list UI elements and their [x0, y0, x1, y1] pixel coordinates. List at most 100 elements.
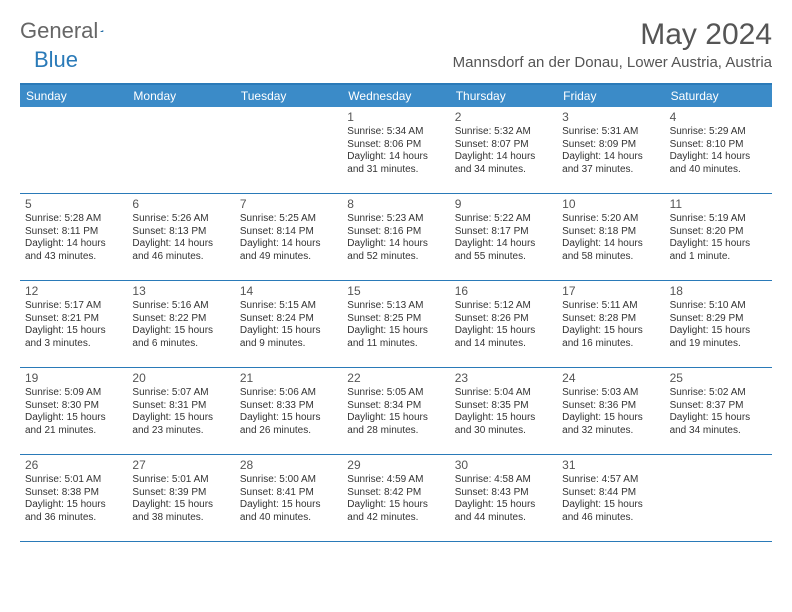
cell-daylight2: and 31 minutes.: [347, 164, 444, 177]
cell-daylight1: Daylight: 14 hours: [562, 238, 659, 251]
cell-sunrise: Sunrise: 5:29 AM: [670, 126, 767, 139]
cell-sunset: Sunset: 8:31 PM: [132, 400, 229, 413]
cell-daylight2: and 38 minutes.: [132, 512, 229, 525]
cell-sunrise: Sunrise: 5:23 AM: [347, 213, 444, 226]
cell-daylight1: Daylight: 14 hours: [670, 151, 767, 164]
cell-sunset: Sunset: 8:37 PM: [670, 400, 767, 413]
day-number: 22: [347, 371, 444, 386]
day-number: 20: [132, 371, 229, 386]
calendar-cell: 1Sunrise: 5:34 AMSunset: 8:06 PMDaylight…: [342, 107, 449, 193]
cell-daylight2: and 11 minutes.: [347, 338, 444, 351]
cell-daylight1: Daylight: 15 hours: [132, 325, 229, 338]
cell-daylight2: and 34 minutes.: [670, 425, 767, 438]
day-number: 31: [562, 458, 659, 473]
cell-daylight1: Daylight: 15 hours: [132, 412, 229, 425]
day-header: Monday: [127, 85, 234, 107]
cell-sunset: Sunset: 8:09 PM: [562, 139, 659, 152]
cell-daylight1: Daylight: 15 hours: [562, 499, 659, 512]
calendar-cell: 17Sunrise: 5:11 AMSunset: 8:28 PMDayligh…: [557, 281, 664, 367]
day-number: 6: [132, 197, 229, 212]
cell-daylight2: and 16 minutes.: [562, 338, 659, 351]
cell-daylight2: and 19 minutes.: [670, 338, 767, 351]
cell-daylight1: Daylight: 14 hours: [25, 238, 122, 251]
cell-daylight1: Daylight: 15 hours: [455, 325, 552, 338]
calendar-cell: 2Sunrise: 5:32 AMSunset: 8:07 PMDaylight…: [450, 107, 557, 193]
calendar-cell: 14Sunrise: 5:15 AMSunset: 8:24 PMDayligh…: [235, 281, 342, 367]
location: Mannsdorf an der Donau, Lower Austria, A…: [453, 54, 772, 71]
cell-sunrise: Sunrise: 5:10 AM: [670, 300, 767, 313]
cell-daylight2: and 26 minutes.: [240, 425, 337, 438]
calendar-cell: 20Sunrise: 5:07 AMSunset: 8:31 PMDayligh…: [127, 368, 234, 454]
day-number: 11: [670, 197, 767, 212]
cell-sunrise: Sunrise: 5:22 AM: [455, 213, 552, 226]
logo: General: [20, 18, 122, 44]
cell-sunrise: Sunrise: 5:32 AM: [455, 126, 552, 139]
calendar-cell: 5Sunrise: 5:28 AMSunset: 8:11 PMDaylight…: [20, 194, 127, 280]
calendar-cell: 29Sunrise: 4:59 AMSunset: 8:42 PMDayligh…: [342, 455, 449, 541]
cell-sunset: Sunset: 8:11 PM: [25, 226, 122, 239]
cell-daylight2: and 14 minutes.: [455, 338, 552, 351]
day-number: 24: [562, 371, 659, 386]
cell-daylight1: Daylight: 15 hours: [670, 325, 767, 338]
cell-sunrise: Sunrise: 5:03 AM: [562, 387, 659, 400]
calendar-cell: 12Sunrise: 5:17 AMSunset: 8:21 PMDayligh…: [20, 281, 127, 367]
cell-sunrise: Sunrise: 5:12 AM: [455, 300, 552, 313]
cell-daylight2: and 34 minutes.: [455, 164, 552, 177]
cell-sunset: Sunset: 8:36 PM: [562, 400, 659, 413]
day-number: 12: [25, 284, 122, 299]
day-number: 21: [240, 371, 337, 386]
cell-sunset: Sunset: 8:14 PM: [240, 226, 337, 239]
cell-sunset: Sunset: 8:42 PM: [347, 487, 444, 500]
cell-sunset: Sunset: 8:28 PM: [562, 313, 659, 326]
cell-daylight2: and 1 minute.: [670, 251, 767, 264]
day-header: Tuesday: [235, 85, 342, 107]
cell-daylight2: and 23 minutes.: [132, 425, 229, 438]
cell-sunrise: Sunrise: 5:11 AM: [562, 300, 659, 313]
cell-daylight1: Daylight: 15 hours: [132, 499, 229, 512]
cell-daylight1: Daylight: 15 hours: [240, 325, 337, 338]
calendar-cell: 31Sunrise: 4:57 AMSunset: 8:44 PMDayligh…: [557, 455, 664, 541]
cell-daylight2: and 44 minutes.: [455, 512, 552, 525]
calendar-cell: 24Sunrise: 5:03 AMSunset: 8:36 PMDayligh…: [557, 368, 664, 454]
calendar-cell: 7Sunrise: 5:25 AMSunset: 8:14 PMDaylight…: [235, 194, 342, 280]
day-number: 9: [455, 197, 552, 212]
calendar-cell: 22Sunrise: 5:05 AMSunset: 8:34 PMDayligh…: [342, 368, 449, 454]
day-number: 1: [347, 110, 444, 125]
day-number: 17: [562, 284, 659, 299]
calendar-cell: 9Sunrise: 5:22 AMSunset: 8:17 PMDaylight…: [450, 194, 557, 280]
cell-sunrise: Sunrise: 5:02 AM: [670, 387, 767, 400]
day-number: 13: [132, 284, 229, 299]
calendar-cell: 26Sunrise: 5:01 AMSunset: 8:38 PMDayligh…: [20, 455, 127, 541]
cell-daylight2: and 3 minutes.: [25, 338, 122, 351]
cell-sunrise: Sunrise: 5:09 AM: [25, 387, 122, 400]
cell-sunrise: Sunrise: 5:15 AM: [240, 300, 337, 313]
cell-sunset: Sunset: 8:21 PM: [25, 313, 122, 326]
cell-sunset: Sunset: 8:44 PM: [562, 487, 659, 500]
cell-daylight2: and 52 minutes.: [347, 251, 444, 264]
cell-daylight2: and 58 minutes.: [562, 251, 659, 264]
cell-daylight2: and 37 minutes.: [562, 164, 659, 177]
cell-sunrise: Sunrise: 5:26 AM: [132, 213, 229, 226]
cell-daylight1: Daylight: 15 hours: [347, 412, 444, 425]
cell-sunrise: Sunrise: 5:01 AM: [25, 474, 122, 487]
calendar-cell: 11Sunrise: 5:19 AMSunset: 8:20 PMDayligh…: [665, 194, 772, 280]
cell-sunset: Sunset: 8:25 PM: [347, 313, 444, 326]
calendar-cell: [235, 107, 342, 193]
cell-sunrise: Sunrise: 5:16 AM: [132, 300, 229, 313]
cell-sunrise: Sunrise: 5:04 AM: [455, 387, 552, 400]
cell-sunrise: Sunrise: 5:05 AM: [347, 387, 444, 400]
cell-sunrise: Sunrise: 5:20 AM: [562, 213, 659, 226]
cell-sunrise: Sunrise: 5:19 AM: [670, 213, 767, 226]
calendar-cell: 30Sunrise: 4:58 AMSunset: 8:43 PMDayligh…: [450, 455, 557, 541]
day-number: 26: [25, 458, 122, 473]
cell-sunrise: Sunrise: 4:59 AM: [347, 474, 444, 487]
cell-daylight2: and 40 minutes.: [670, 164, 767, 177]
cell-daylight1: Daylight: 15 hours: [670, 412, 767, 425]
calendar-cell: 28Sunrise: 5:00 AMSunset: 8:41 PMDayligh…: [235, 455, 342, 541]
calendar-cell: 3Sunrise: 5:31 AMSunset: 8:09 PMDaylight…: [557, 107, 664, 193]
cell-sunset: Sunset: 8:41 PM: [240, 487, 337, 500]
cell-sunrise: Sunrise: 5:25 AM: [240, 213, 337, 226]
day-number: 10: [562, 197, 659, 212]
cell-daylight1: Daylight: 15 hours: [670, 238, 767, 251]
calendar-cell: 25Sunrise: 5:02 AMSunset: 8:37 PMDayligh…: [665, 368, 772, 454]
